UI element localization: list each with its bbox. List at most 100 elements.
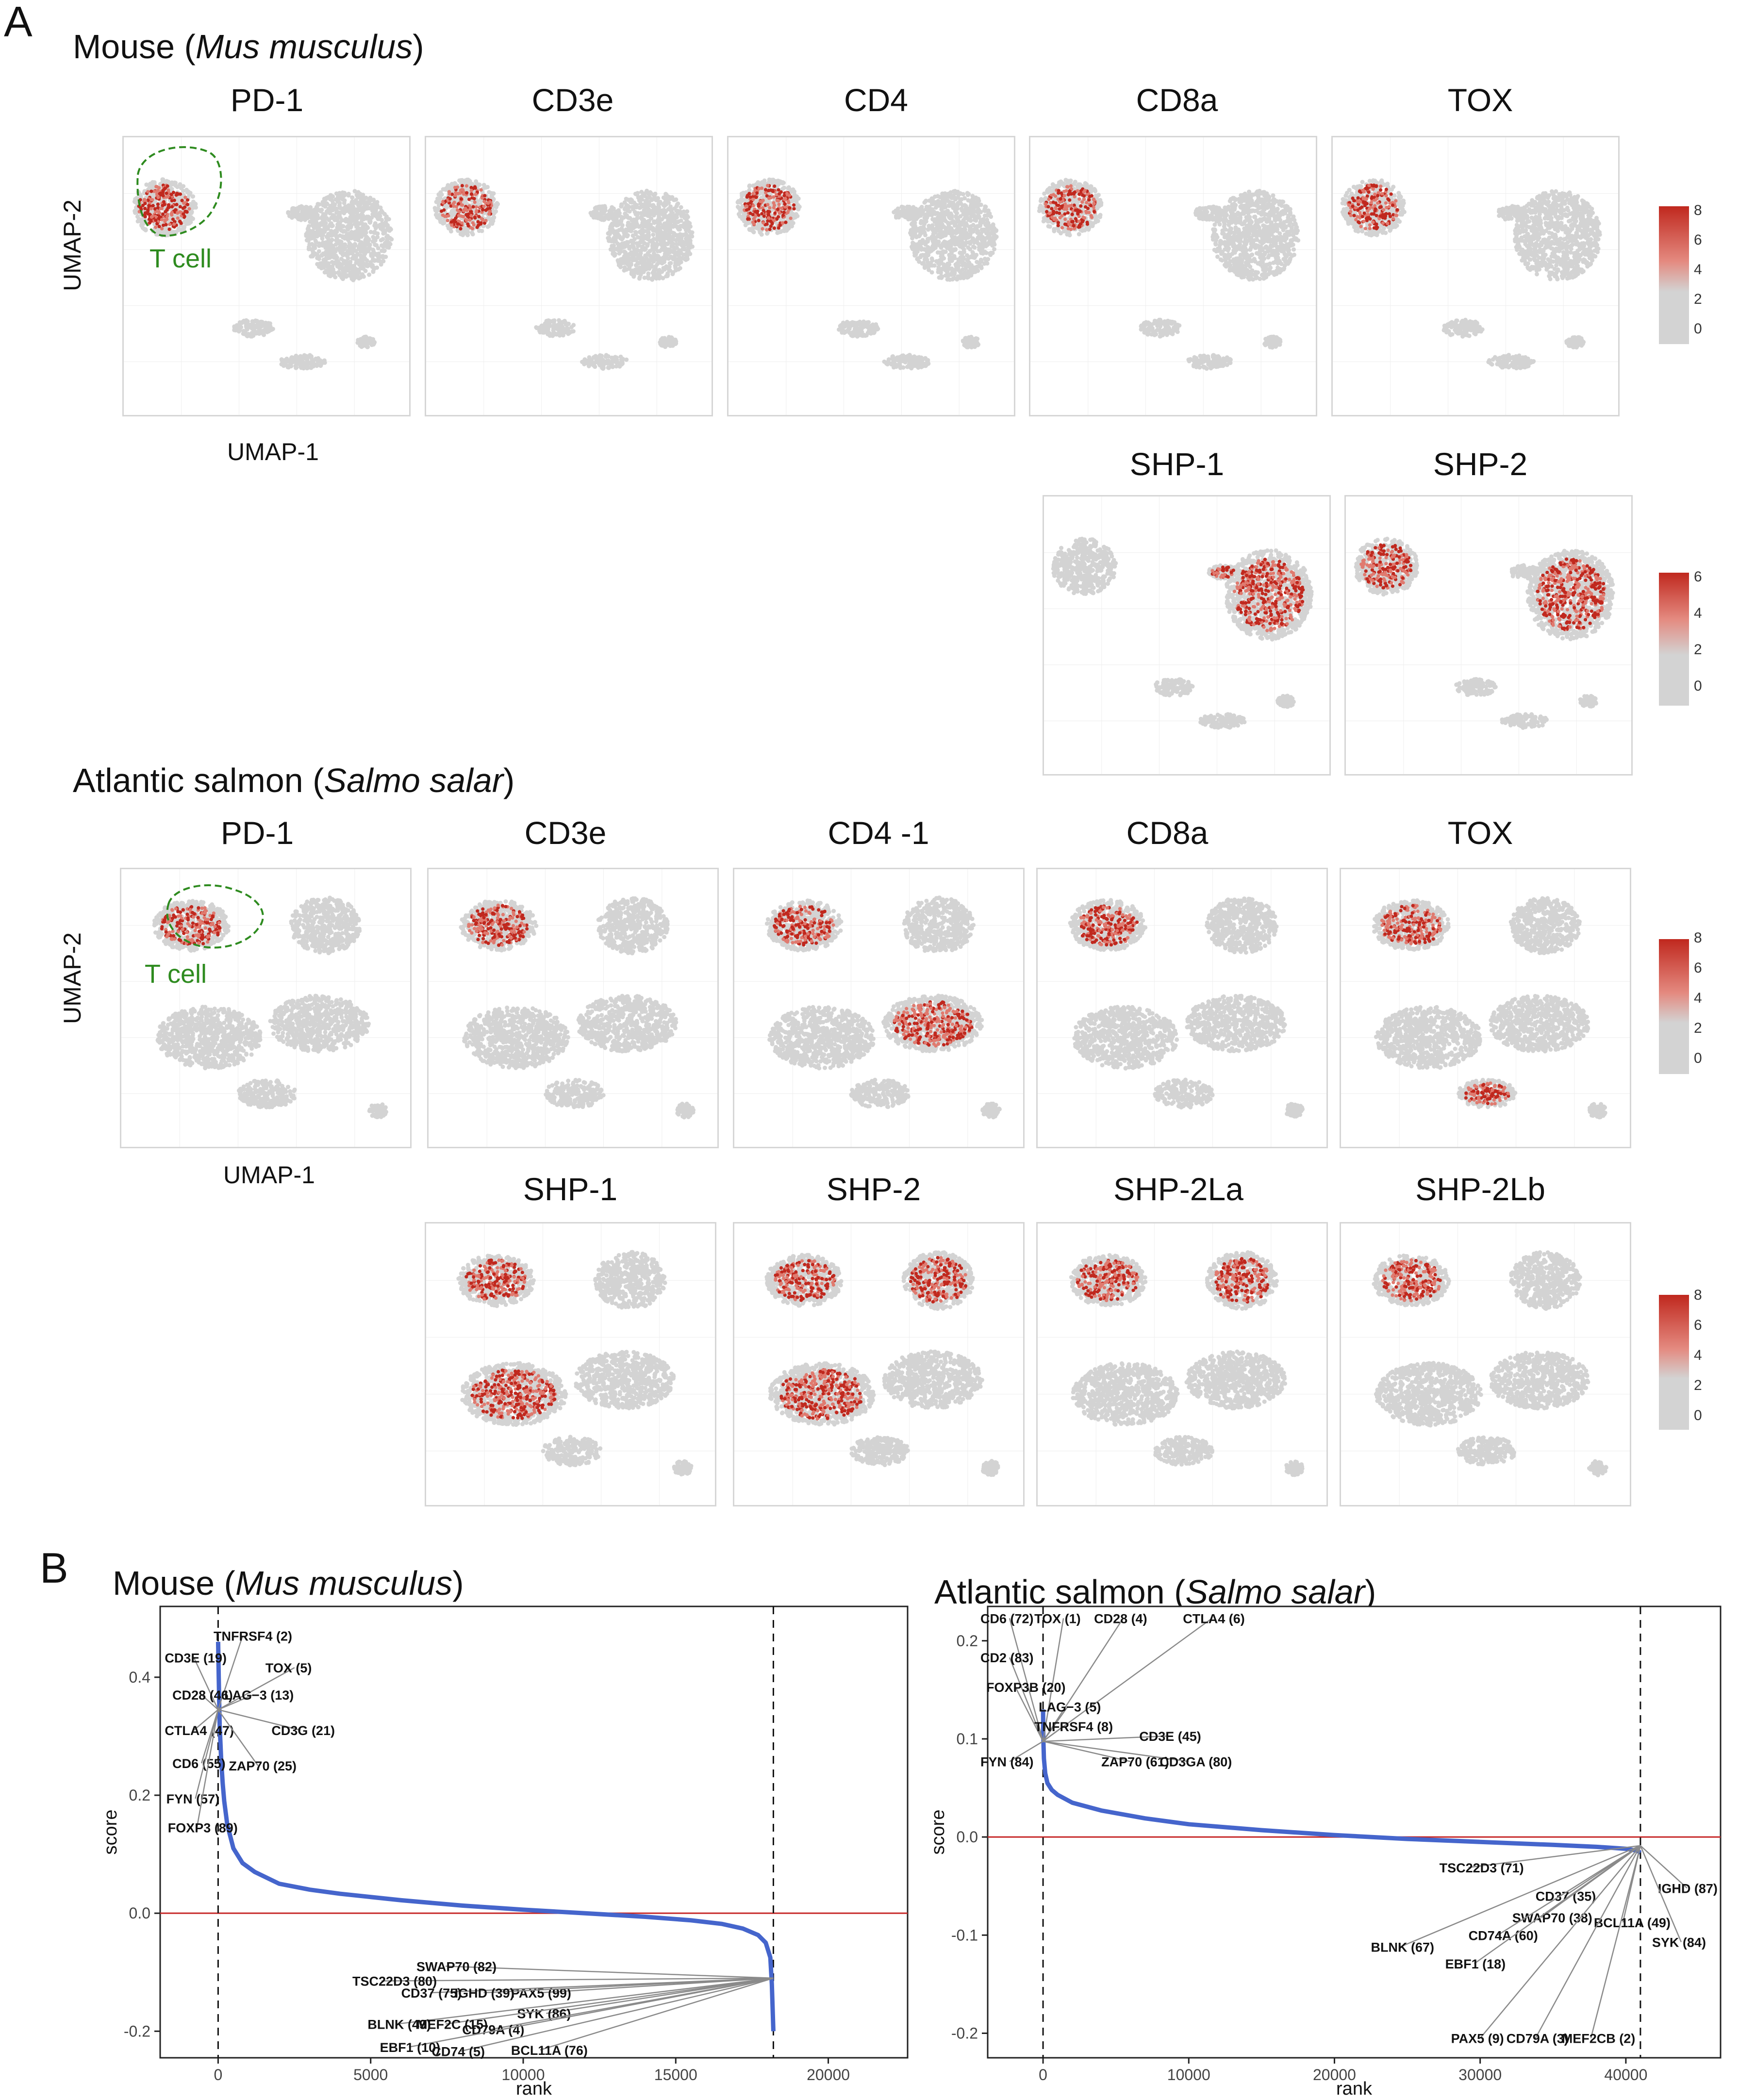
y-tick-label: 0.0 [129,1904,150,1922]
label-connector [1009,1618,1044,1742]
colorbar-tick: 6 [1694,1317,1702,1334]
panel-letter-a: A [4,0,33,47]
gene-rank-label: TOX (5) [265,1661,312,1675]
x-tick-label: 30000 [1458,2066,1502,2083]
label-connector [1535,1845,1641,2039]
label-connector [1043,1618,1213,1742]
x-tick-label: 10000 [502,2066,545,2083]
gene-rank-label: SYK (86) [517,2007,571,2021]
colorbar-tick: 8 [1694,1287,1702,1304]
umap-plot [122,136,411,416]
mouse-title-suffix: ) [413,28,424,66]
gene-rank-label: CD79A (3) [1507,2032,1569,2046]
x-tick-label: 20000 [1313,2066,1356,2083]
chart-title-prefix: Mouse ( [113,1564,235,1602]
colorbar-tick: 0 [1694,321,1702,337]
mouse-gene-label: TOX [1344,82,1616,118]
label-connector [1497,1845,1641,1936]
chart-title-suffix: ) [1365,1573,1376,1611]
gene-rank-label: TNFRSF4 (8) [1034,1720,1113,1734]
label-connector [1043,1735,1169,1742]
umap-plot [1340,1222,1631,1506]
y-tick-label: -0.2 [124,2022,150,2040]
gene-rank-label: TSC22D3 (80) [352,1974,437,1989]
gene-rank-label: MEF2CB (2) [1562,2032,1636,2046]
umap-y-axis-label: UMAP-2 [58,932,86,1024]
y-tick-label: 0.0 [957,1828,978,1846]
colorbar-tick: 8 [1694,930,1702,946]
label-connector [201,1694,219,1710]
expression-colorbar [1659,1295,1689,1430]
panel-letter-b: B [40,1543,68,1593]
umap-x-axis-label: UMAP-1 [227,438,319,466]
gene-rank-label: CD28 (46) [172,1688,233,1703]
label-connector [445,1977,774,2025]
tcell-label: T cell [145,959,207,989]
salmon-gene-label: CD3e [430,814,701,851]
label-connector [1009,1657,1044,1742]
mouse-title-prefix: Mouse ( [73,28,196,66]
label-connector [218,1709,301,1731]
y-tick-label: -0.1 [951,1926,978,1944]
umap-plot [425,136,713,416]
salmon-title-prefix: Atlantic salmon ( [73,761,324,799]
gene-rank-label: CD28 (4) [1094,1611,1147,1626]
colorbar-tick: 0 [1694,678,1702,694]
umap-plot [1029,136,1317,416]
plot-frame [987,1605,1722,2059]
rank-chart-title-salmon: Atlantic salmon (Salmo salar) [934,1572,1376,1611]
gene-rank-label: TNFRSF4 (2) [214,1629,292,1644]
salmon-gene-label: SHP-1 [434,1171,706,1207]
colorbar-tick: 4 [1694,990,1702,1007]
label-connector [1043,1740,1131,1762]
label-connector [1474,1845,1641,1965]
rank-chart-title-mouse: Mouse (Mus musculus) [113,1564,464,1603]
salmon-gene-label: SHP-2 [738,1171,1010,1207]
mouse-gene-label: PD-1 [131,82,403,118]
umap-plot [733,1222,1025,1506]
x-axis-title: rank [516,2079,552,2097]
colorbar-tick: 2 [1694,1020,1702,1037]
x-tick-label: 0 [214,2066,223,2083]
umap-plot [1340,868,1631,1148]
rank-score-chart: -0.2 0.0 0.2 0.4 0 5000 10000 15000 20000 rank sco… [100,1605,909,2097]
label-connector [1043,1740,1189,1762]
umap-plot [1036,868,1328,1148]
gene-rank-label: BLNK (67) [1371,1940,1435,1955]
gene-rank-label: CD3E (45) [1139,1729,1201,1744]
mouse-gene-label: SHP-1 [1041,446,1313,482]
expression-colorbar [1659,939,1689,1074]
y-tick-label: 0.2 [957,1632,978,1650]
gene-rank-label: CD3G (21) [271,1723,335,1738]
label-connector [1009,1740,1043,1762]
salmon-title-species: Salmo salar [324,761,503,799]
umap-x-axis-label: UMAP-1 [223,1161,315,1189]
gene-rank-label: CD6 (55) [172,1756,226,1771]
rank-score-chart: -0.2 -0.1 0.0 0.1 0.2 0 10000 20000 30000 40000 ra… [928,1605,1722,2097]
score-curve [215,1641,776,2032]
mouse-gene-label: CD3e [437,82,709,118]
chart-title-species: Salmo salar [1185,1573,1365,1611]
gene-rank-label: TSC22D3 (71) [1440,1861,1524,1875]
label-connector [1468,1845,1641,1869]
mouse-section-title: Mouse (Mus musculus) [73,27,424,66]
gene-rank-label: CD37 (75) [401,1986,462,2001]
label-connector [483,1977,774,1994]
y-axis-title: score [928,1810,948,1855]
label-connector [193,1709,219,1731]
label-connector [461,1977,774,2052]
salmon-gene-label: SHP-2La [1043,1171,1314,1207]
chart-title-species: Mus musculus [235,1564,452,1602]
umap-plot [1344,495,1633,776]
gene-rank-label: EBF1 (10) [380,2040,441,2055]
gene-rank-label: SWAP70 (82) [416,1959,497,1974]
umap-plot [1043,495,1331,776]
label-connector [193,1657,219,1710]
gene-rank-label: MEF2C (15) [416,2017,488,2032]
label-connector [1640,1845,1688,1889]
gene-rank-label: LAG−3 (13) [224,1688,294,1703]
salmon-section-title: Atlantic salmon (Salmo salar) [73,761,514,800]
umap-plot [427,868,719,1148]
salmon-gene-label: CD8a [1031,814,1303,851]
umap-plot [733,868,1025,1148]
